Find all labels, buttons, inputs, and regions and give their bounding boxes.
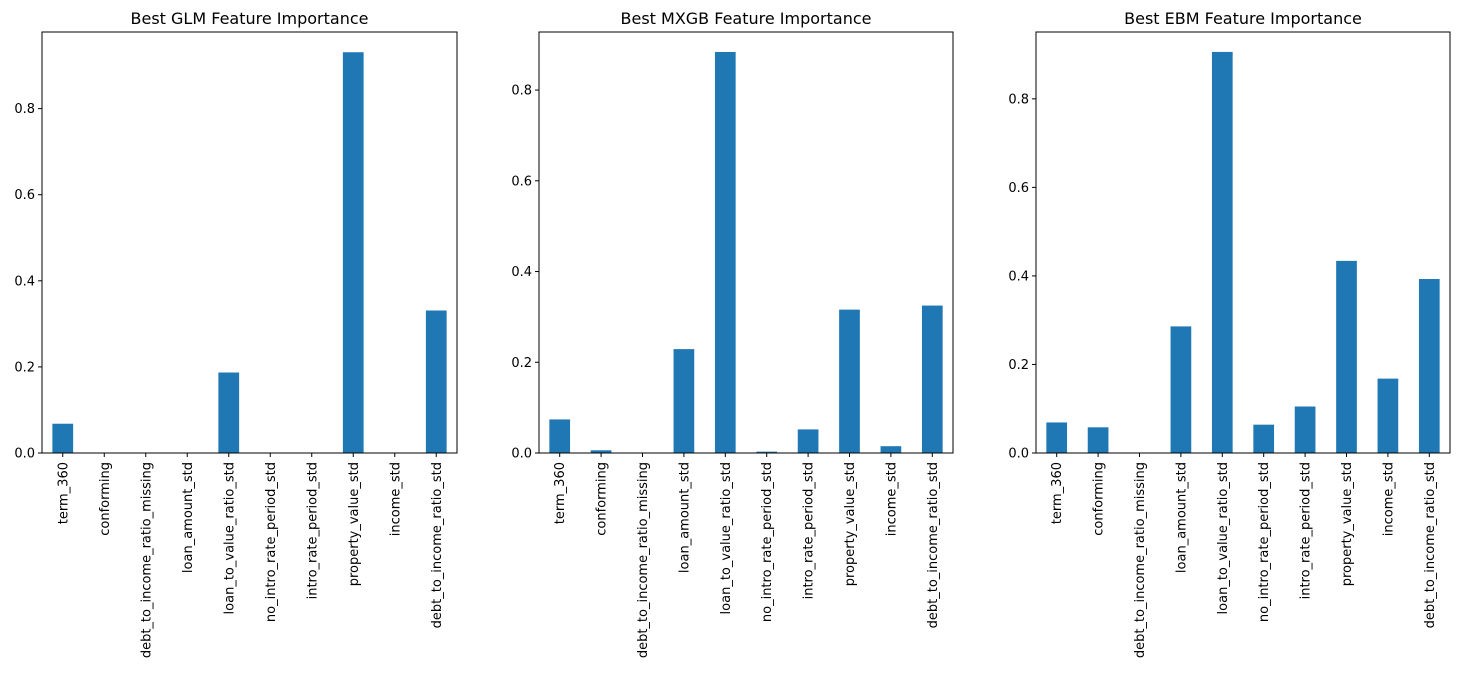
glm-bar-loan-to-value-ratio-std — [218, 372, 240, 453]
ebm-x-tick-label: debt_to_income_ratio_missing — [1133, 462, 1148, 658]
ebm-x-tick-label: loan_amount_std — [1174, 462, 1189, 573]
ebm-bar-intro-rate-period-std — [1294, 406, 1316, 453]
mxgb-y-tick-label: 0.6 — [511, 174, 532, 189]
mxgb-x-tick-label: debt_to_income_ratio_std — [926, 462, 941, 628]
mxgb-bar-term-360 — [549, 419, 571, 453]
mxgb-x-tick-label: loan_amount_std — [677, 462, 692, 573]
mxgb-bar-loan-amount-std — [673, 349, 695, 453]
ebm-y-tick-label: 0.2 — [1008, 358, 1029, 373]
ebm-y-tick-label: 0.4 — [1008, 269, 1029, 284]
ebm-x-tick-label: debt_to_income_ratio_std — [1423, 462, 1438, 628]
glm-y-tick-label: 0.6 — [14, 188, 35, 203]
glm-x-tick-label: intro_rate_period_std — [305, 462, 320, 599]
glm-y-tick-label: 0.2 — [14, 360, 35, 375]
glm-y-tick-label: 0.0 — [14, 447, 35, 462]
mxgb-bar-intro-rate-period-std — [797, 429, 819, 453]
ebm-bar-property-value-std — [1336, 260, 1357, 453]
mxgb-bar-income-std — [880, 446, 902, 453]
mxgb-x-tick-label: property_value_std — [843, 462, 858, 586]
ebm-y-tick-label: 0.0 — [1008, 447, 1029, 462]
ebm-y-tick-label: 0.8 — [1008, 92, 1029, 107]
ebm-chart-title: Best EBM Feature Importance — [1124, 9, 1362, 28]
mxgb-y-tick-label: 0.4 — [511, 265, 532, 280]
glm-x-tick-label: property_value_std — [347, 462, 362, 586]
mxgb-x-tick-label: no_intro_rate_period_std — [760, 462, 775, 622]
glm-bar-property-value-std — [342, 52, 364, 453]
mxgb-y-tick-label: 0.2 — [511, 356, 532, 371]
mxgb-x-tick-label: term_360 — [553, 462, 568, 524]
mxgb-bar-conforming — [590, 450, 612, 453]
mxgb-chart-title: Best MXGB Feature Importance — [621, 9, 872, 28]
ebm-bar-income-std — [1377, 378, 1399, 453]
glm-chart-title: Best GLM Feature Importance — [131, 9, 369, 28]
glm-bar-term-360 — [52, 423, 74, 453]
ebm-bar-loan-to-value-ratio-std — [1211, 51, 1233, 454]
glm-axes-frame — [41, 31, 458, 454]
glm-x-tick-label: term_360 — [56, 462, 71, 524]
mxgb-x-tick-label: income_std — [884, 462, 899, 536]
mxgb-x-tick-label: debt_to_income_ratio_missing — [636, 462, 651, 658]
ebm-bar-term-360 — [1046, 422, 1068, 453]
glm-x-tick-label: conforming — [98, 462, 113, 536]
mxgb-y-tick-label: 0.0 — [511, 447, 532, 462]
mxgb-chart-panel: Best MXGB Feature Importance 0.0 0.2 0.4 0.… — [511, 9, 954, 658]
ebm-axes-frame — [1035, 31, 1451, 454]
ebm-chart-panel: Best EBM Feature Importance 0.0 0.2 0.4 0.6… — [1008, 9, 1451, 658]
glm-x-tick-label: income_std — [388, 462, 403, 536]
mxgb-x-tick-label: intro_rate_period_std — [802, 462, 817, 599]
mxgb-x-tick-label: loan_to_value_ratio_std — [719, 462, 734, 614]
glm-y-tick-label: 0.8 — [14, 102, 35, 117]
mxgb-bar-no-intro-rate-period-std — [756, 451, 778, 453]
ebm-bar-no-intro-rate-period-std — [1253, 424, 1275, 453]
mxgb-x-tick-label: conforming — [595, 462, 610, 536]
ebm-bar-loan-amount-std — [1170, 326, 1192, 453]
mxgb-y-tick-label: 0.8 — [511, 84, 532, 99]
glm-x-tick-label: debt_to_income_ratio_missing — [139, 462, 154, 658]
glm-x-tick-label: debt_to_income_ratio_std — [430, 462, 445, 628]
ebm-x-tick-label: conforming — [1092, 462, 1107, 536]
ebm-x-tick-label: loan_to_value_ratio_std — [1216, 462, 1231, 614]
glm-chart-panel: Best GLM Feature Importance 0.0 0.2 0.4 0.6… — [14, 9, 458, 658]
ebm-x-tick-label: term_360 — [1050, 462, 1065, 524]
ebm-x-tick-label: income_std — [1381, 462, 1396, 536]
ebm-bar-conforming — [1087, 427, 1109, 453]
mxgb-bar-loan-to-value-ratio-std — [714, 51, 736, 454]
glm-x-tick-label: loan_amount_std — [181, 462, 196, 573]
ebm-x-tick-label: intro_rate_period_std — [1299, 462, 1314, 599]
mxgb-bar-property-value-std — [839, 309, 860, 453]
glm-x-tick-label: loan_to_value_ratio_std — [222, 462, 237, 614]
mxgb-axes-frame — [538, 31, 954, 454]
ebm-x-tick-label: property_value_std — [1340, 462, 1355, 586]
glm-bar-debt-to-income-ratio-std — [425, 310, 447, 453]
ebm-bar-debt-to-income-ratio-std — [1418, 279, 1440, 453]
glm-y-tick-label: 0.4 — [14, 274, 35, 289]
glm-x-tick-label: no_intro_rate_period_std — [264, 462, 279, 622]
mxgb-bar-debt-to-income-ratio-std — [921, 305, 943, 453]
ebm-y-tick-label: 0.6 — [1008, 181, 1029, 196]
ebm-x-tick-label: no_intro_rate_period_std — [1257, 462, 1272, 622]
